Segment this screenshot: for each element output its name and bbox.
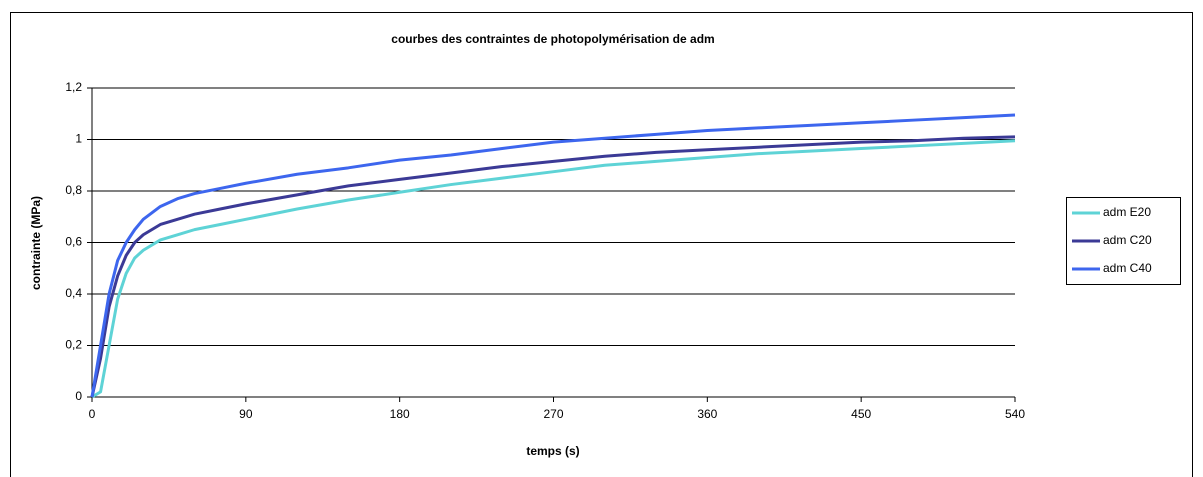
x-tick-label: 450 [851,407,871,421]
x-tick-label: 0 [89,407,96,421]
y-tick-label: 0,8 [65,183,82,197]
data-line [90,113,1016,398]
chart-border [10,12,1193,477]
y-tick-label: 1,2 [65,80,82,94]
x-tick-label: 90 [239,407,253,421]
y-tick-label: 1 [75,132,82,146]
y-tick-label: 0 [75,389,82,403]
y-tick-label: 0,6 [65,235,82,249]
legend-label: adm C40 [1103,261,1152,275]
x-tick-label: 540 [1005,407,1025,421]
y-axis-label: contrainte (MPa) [29,196,43,290]
data-line [91,139,1016,399]
y-tick-label: 0,2 [65,338,82,352]
x-tick-label: 270 [543,407,563,421]
legend-label: adm C20 [1103,233,1152,247]
x-tick-label: 360 [697,407,717,421]
legend-label: adm E20 [1103,205,1151,219]
chart-title: courbes des contraintes de photopolyméri… [391,32,714,46]
x-axis-label: temps (s) [526,444,579,458]
data-line [90,135,1016,398]
y-tick-label: 0,4 [65,286,82,300]
x-tick-label: 180 [390,407,410,421]
